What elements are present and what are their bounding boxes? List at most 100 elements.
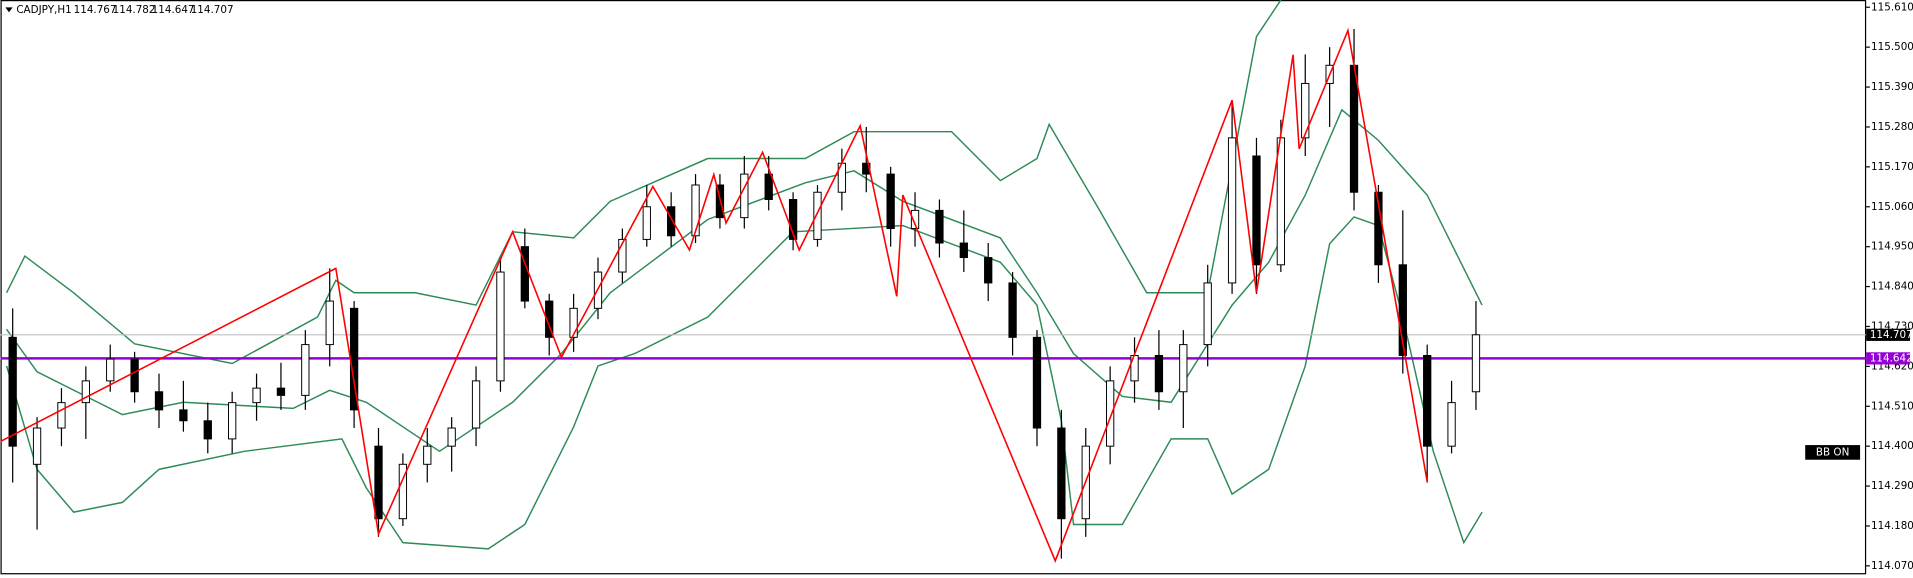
candle [301, 330, 310, 410]
y-tick-label: 115.500 [1871, 41, 1913, 53]
header-value: 114.767 [74, 4, 117, 16]
bollinger-band [5, 216, 1483, 550]
candle-body [301, 344, 310, 396]
candle [1301, 54, 1310, 156]
candle-body [471, 380, 481, 429]
candle [32, 417, 42, 530]
zigzag [0, 27, 1428, 563]
y-tick-label: 115.610 [1871, 1, 1913, 13]
candle [1276, 119, 1286, 273]
candle-body [57, 402, 66, 429]
candle [81, 366, 90, 439]
candle-body [276, 387, 286, 396]
candle-body [788, 199, 798, 240]
candle-body [935, 209, 944, 244]
candle-body [325, 300, 334, 346]
y-tick-label: 115.060 [1871, 201, 1913, 213]
candle [642, 184, 651, 247]
candle-body [764, 173, 773, 200]
badge: BB ON [1816, 446, 1849, 458]
candle [1179, 330, 1188, 429]
y-tick-label: 114.180 [1871, 520, 1913, 532]
y-tick-label: 114.510 [1871, 400, 1913, 412]
symbol: CADJPY,H1 [16, 4, 71, 16]
candle-body [179, 409, 188, 422]
candle-body [1423, 354, 1432, 447]
candle-body [1471, 334, 1481, 393]
y-tick-label: 114.840 [1871, 281, 1913, 293]
candle-body [32, 427, 42, 465]
candle [959, 210, 968, 273]
candle-body [374, 445, 383, 520]
candle [8, 308, 17, 483]
y-tick-label: 114.290 [1871, 480, 1913, 492]
candle-body [496, 271, 505, 382]
candle [1423, 344, 1432, 483]
candle-body [984, 257, 993, 284]
candle-body [154, 391, 164, 411]
y-tick-label: 114.730 [1871, 320, 1913, 332]
y-tick-label: 115.390 [1871, 81, 1913, 93]
candle-body [910, 209, 920, 230]
candle-body [1447, 402, 1456, 447]
candle-body [1008, 282, 1017, 338]
candle-body [1252, 155, 1261, 266]
price-label: 114.642 [1870, 352, 1913, 364]
candle [471, 366, 481, 447]
candle [1252, 137, 1261, 294]
candle [1471, 301, 1481, 410]
candle [179, 380, 188, 432]
candle-body [1227, 137, 1237, 284]
candle-body [81, 380, 90, 404]
candle [398, 453, 408, 526]
menu-arrow[interactable] [5, 7, 13, 13]
candle [1105, 366, 1115, 465]
candle [228, 391, 237, 454]
price-label-box [1866, 352, 1911, 365]
candle [130, 351, 139, 403]
candle [618, 228, 627, 283]
candle [325, 268, 334, 367]
candle-body [691, 184, 700, 237]
y-tick-label: 114.070 [1871, 560, 1913, 572]
header-value: 114.647 [152, 4, 195, 16]
candle-body [1276, 137, 1286, 266]
candle [935, 199, 944, 258]
price-label: 114.707 [1870, 329, 1913, 341]
header-value: 114.707 [191, 4, 234, 16]
candle [276, 362, 286, 410]
candle-body [959, 242, 968, 259]
candle-body [1154, 354, 1164, 393]
candle [423, 428, 432, 483]
candle-body [1032, 336, 1042, 429]
badge-box [1805, 445, 1861, 460]
candle [886, 166, 895, 247]
candle [252, 373, 261, 421]
candle-body [106, 358, 115, 382]
candle-body [642, 206, 651, 240]
candle-body [545, 300, 554, 338]
candle-body [130, 358, 139, 393]
candle-body [398, 463, 408, 520]
candle-body [447, 427, 456, 447]
candle-body [667, 206, 676, 237]
candle [374, 428, 383, 537]
candle-body [886, 173, 895, 230]
candle-body [1398, 264, 1407, 356]
candle-body [228, 402, 237, 440]
candle [813, 184, 822, 247]
candle [203, 402, 212, 454]
candle [106, 344, 115, 392]
candle-body [1179, 344, 1188, 393]
candle-body [203, 420, 212, 440]
candle-body [618, 238, 627, 273]
y-tick-label: 115.170 [1871, 161, 1913, 173]
candle [1154, 330, 1164, 410]
y-tick-label: 115.280 [1871, 121, 1913, 133]
candle [1203, 264, 1212, 367]
candle [1057, 409, 1066, 559]
header-value: 114.782 [113, 4, 156, 16]
candle [1227, 101, 1237, 294]
